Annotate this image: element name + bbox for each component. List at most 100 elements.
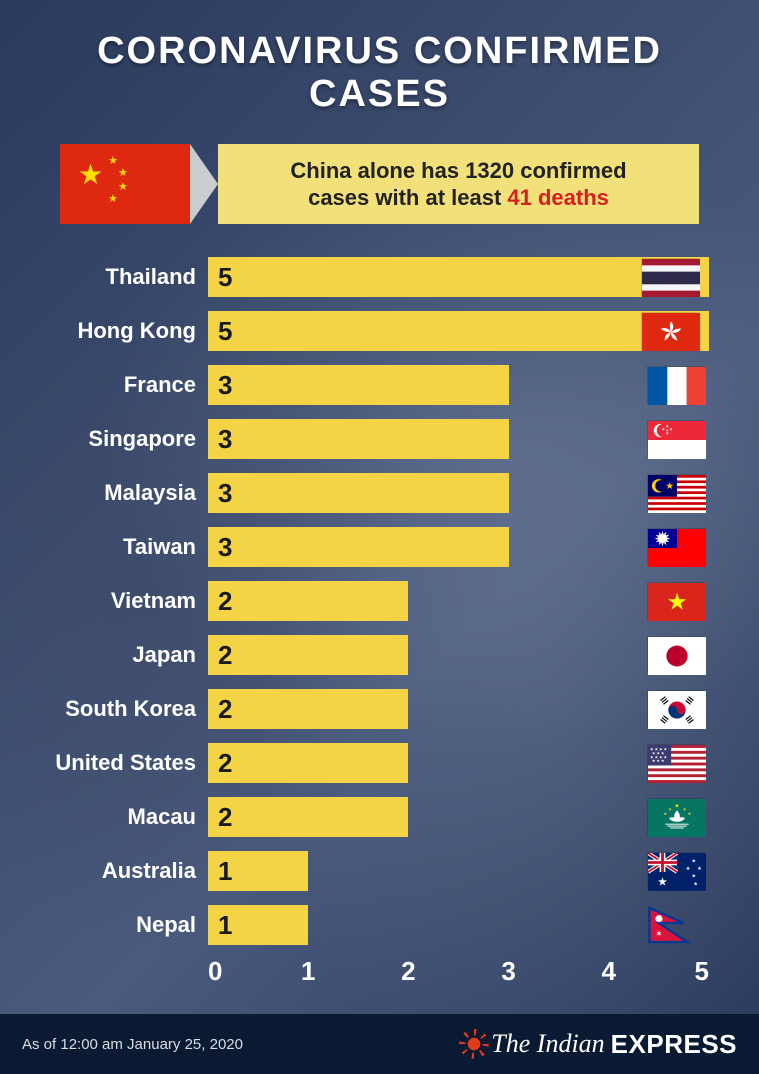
- country-label: Malaysia: [40, 480, 208, 506]
- x-tick: 5: [659, 956, 709, 987]
- svg-text:★: ★: [692, 874, 697, 880]
- bar-value: 3: [218, 370, 232, 401]
- svg-text:★: ★: [674, 803, 679, 810]
- chart-row: Malaysia★3: [40, 468, 709, 518]
- bar-track: 2: [208, 689, 709, 729]
- callout-line1: China alone has 1320 confirmed: [290, 157, 626, 185]
- callout-box: China alone has 1320 confirmed cases wit…: [218, 144, 699, 224]
- arrow-icon: [190, 144, 218, 224]
- chart-row: Japan 2: [40, 630, 709, 680]
- country-label: South Korea: [40, 696, 208, 722]
- svg-text:★: ★: [693, 881, 698, 887]
- country-label: Australia: [40, 858, 208, 884]
- country-label: United States: [40, 750, 208, 776]
- timestamp: As of 12:00 am January 25, 2020: [22, 1036, 243, 1053]
- bar: 5: [208, 311, 709, 351]
- taiwan-flag-icon: [647, 528, 705, 566]
- svg-text:★: ★: [692, 859, 697, 865]
- page-title: CORONAVIRUS CONFIRMED CASES: [40, 30, 719, 116]
- chart-row: Vietnam★2: [40, 576, 709, 626]
- bar: 2: [208, 689, 408, 729]
- malaysia-flag-icon: ★: [647, 474, 705, 512]
- bar: 1: [208, 905, 308, 945]
- bar-value: 5: [218, 316, 232, 347]
- bar-value: 2: [218, 586, 232, 617]
- svg-text:★: ★: [697, 866, 702, 872]
- bar-chart: Thailand5Hong Kong5France3Singapore★★★★★…: [40, 252, 709, 950]
- chart-row: United States ★ ★ ★ ★★ ★ ★★ ★ ★ ★★ ★ ★ 2: [40, 738, 709, 788]
- country-label: Vietnam: [40, 588, 208, 614]
- bar: 2: [208, 635, 408, 675]
- svg-text:★: ★: [665, 481, 674, 492]
- bar-value: 3: [218, 424, 232, 455]
- southkorea-flag-icon: [647, 690, 705, 728]
- france-flag-icon: [647, 366, 705, 404]
- svg-text:★: ★: [669, 428, 673, 432]
- x-tick: 1: [258, 956, 358, 987]
- bar-track: ✶1: [208, 905, 709, 945]
- china-flag-icon: ★ ★ ★ ★ ★: [60, 144, 190, 224]
- country-label: France: [40, 372, 208, 398]
- bar-track: ★3: [208, 473, 709, 513]
- chart-row: South Korea 2: [40, 684, 709, 734]
- chart-row: Hong Kong 5: [40, 306, 709, 356]
- bar-value: 3: [218, 532, 232, 563]
- chart-row: Singapore ★★★★★ 3: [40, 414, 709, 464]
- country-label: Hong Kong: [40, 318, 208, 344]
- country-label: Thailand: [40, 264, 208, 290]
- bar-value: 1: [218, 910, 232, 941]
- bar-track: ★ ★ ★ ★★ ★ ★★ ★ ★ ★★ ★ ★ 2: [208, 743, 709, 783]
- country-label: Japan: [40, 642, 208, 668]
- country-label: Singapore: [40, 426, 208, 452]
- chart-row: France 3: [40, 360, 709, 410]
- bar-value: 3: [218, 478, 232, 509]
- singapore-flag-icon: ★★★★★: [647, 420, 705, 458]
- svg-text:★: ★: [663, 812, 667, 816]
- bar-track: ★2: [208, 581, 709, 621]
- usa-flag-icon: ★ ★ ★ ★★ ★ ★★ ★ ★ ★★ ★ ★: [647, 744, 705, 782]
- svg-text:✶: ✶: [655, 928, 662, 938]
- svg-text:★: ★: [667, 589, 688, 615]
- bar: 3: [208, 473, 509, 513]
- sun-icon: [463, 1033, 485, 1055]
- japan-flag-icon: [647, 636, 705, 674]
- svg-text:★: ★: [665, 428, 669, 432]
- callout-line2: cases with at least 41 deaths: [308, 184, 609, 212]
- country-label: Nepal: [40, 912, 208, 938]
- bar-track: 2: [208, 635, 709, 675]
- hongkong-flag-icon: [641, 312, 699, 350]
- bar-track: 3: [208, 527, 709, 567]
- bar-track: ★★★★★ 3: [208, 419, 709, 459]
- svg-text:★: ★: [683, 807, 687, 811]
- nepal-flag-icon: ✶: [647, 906, 705, 944]
- bar-value: 2: [218, 694, 232, 725]
- country-label: Macau: [40, 804, 208, 830]
- australia-flag-icon: ★★★★★★: [647, 852, 705, 890]
- x-axis: 012345: [208, 956, 719, 987]
- bar-value: 2: [218, 802, 232, 833]
- vietnam-flag-icon: ★: [647, 582, 705, 620]
- callout-row: ★ ★ ★ ★ ★ China alone has 1320 confirmed…: [60, 144, 699, 224]
- footer: As of 12:00 am January 25, 2020 The Indi…: [0, 1014, 759, 1074]
- publisher-suffix: EXPRESS: [611, 1029, 737, 1060]
- bar: 3: [208, 365, 509, 405]
- svg-text:★: ★: [686, 866, 691, 872]
- content-wrapper: CORONAVIRUS CONFIRMED CASES ★ ★ ★ ★ ★ Ch…: [0, 0, 759, 987]
- publisher-logo: The Indian EXPRESS: [463, 1029, 737, 1060]
- bar: 5: [208, 257, 709, 297]
- bar-value: 2: [218, 640, 232, 671]
- x-tick: 3: [458, 956, 558, 987]
- bar: 2: [208, 743, 408, 783]
- bar-value: 1: [218, 856, 232, 887]
- chart-row: Australia★★★★★★1: [40, 846, 709, 896]
- country-label: Taiwan: [40, 534, 208, 560]
- bar-track: 5: [208, 311, 709, 351]
- svg-text:★: ★: [668, 807, 672, 811]
- deaths-emphasis: 41 deaths: [507, 185, 609, 210]
- bar-track: ★★★★★★1: [208, 851, 709, 891]
- chart-row: Thailand5: [40, 252, 709, 302]
- svg-text:★: ★: [657, 876, 667, 888]
- svg-text:★: ★: [688, 812, 692, 816]
- bar: 1: [208, 851, 308, 891]
- bar: 2: [208, 581, 408, 621]
